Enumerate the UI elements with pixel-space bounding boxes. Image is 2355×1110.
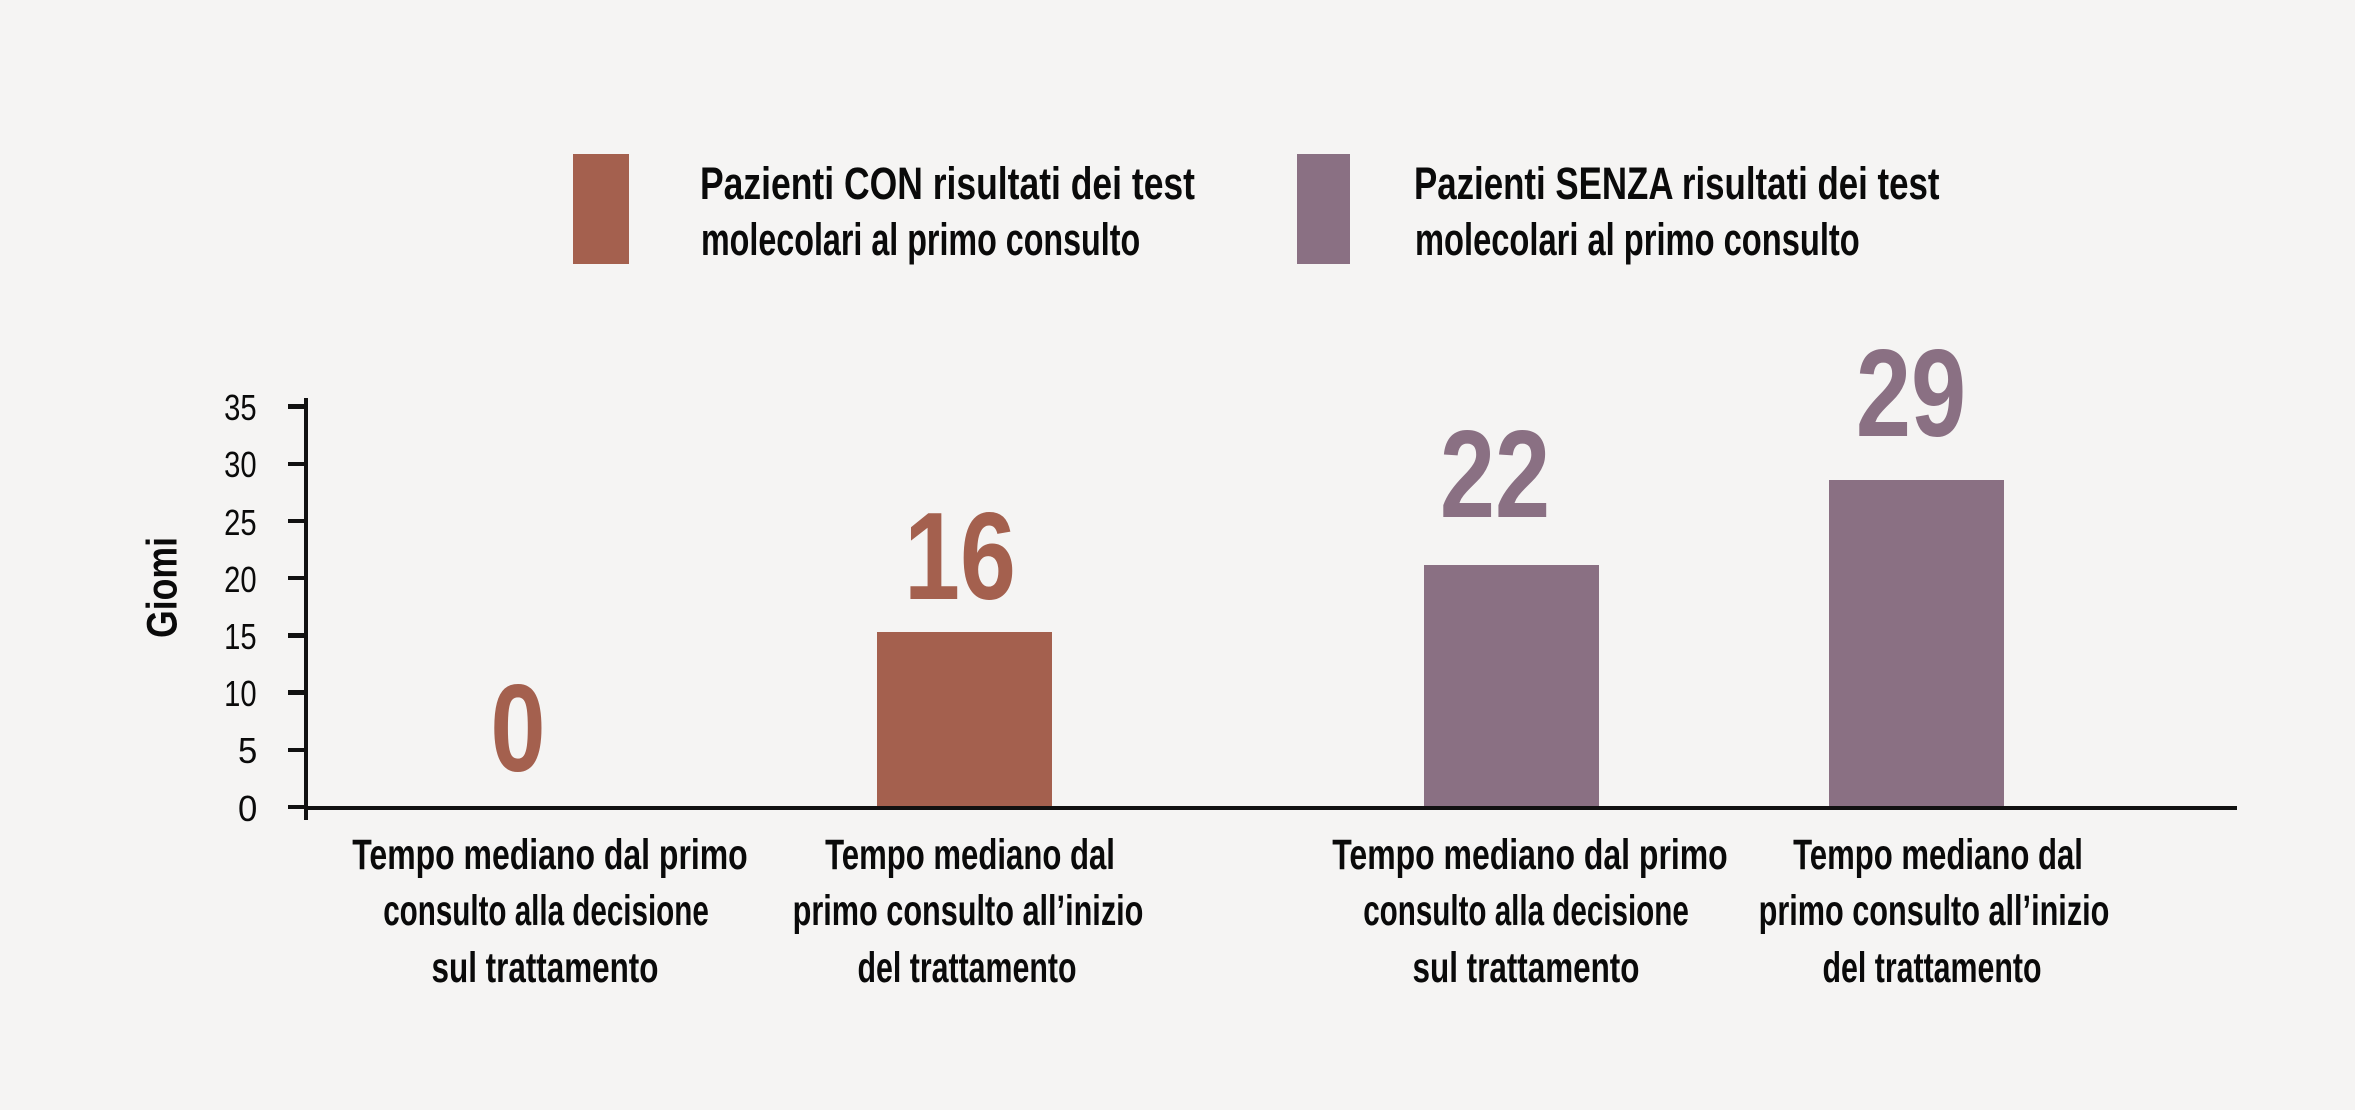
svg-text:Giomi: Giomi xyxy=(139,537,187,638)
